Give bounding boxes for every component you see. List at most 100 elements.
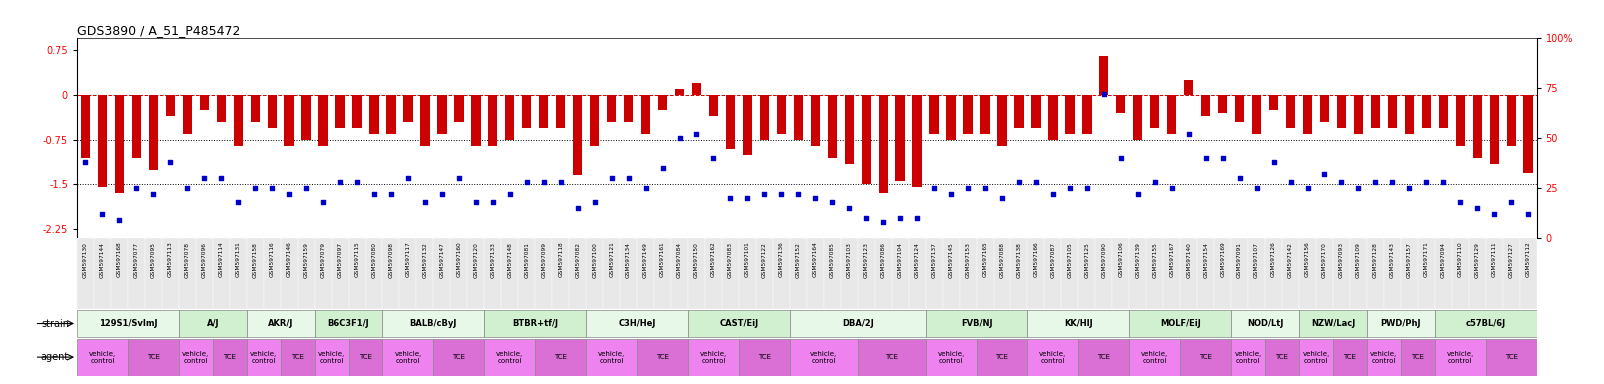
Point [209, 175, 234, 181]
Bar [1354, 95, 1363, 134]
Text: GSM597153: GSM597153 [966, 242, 970, 278]
Point [1193, 155, 1219, 161]
FancyBboxPatch shape [1469, 238, 1485, 309]
Bar [302, 95, 311, 140]
FancyBboxPatch shape [1078, 238, 1096, 309]
Bar [183, 95, 192, 134]
Bar [760, 95, 768, 140]
FancyBboxPatch shape [128, 238, 144, 309]
Point [1482, 211, 1508, 217]
FancyBboxPatch shape [1232, 238, 1248, 309]
Text: GSM597161: GSM597161 [659, 242, 666, 277]
Bar [472, 95, 481, 146]
Bar [828, 95, 837, 157]
Bar [80, 95, 90, 157]
FancyBboxPatch shape [518, 238, 536, 309]
Bar [1014, 95, 1023, 128]
FancyBboxPatch shape [569, 238, 585, 309]
FancyBboxPatch shape [178, 310, 247, 337]
FancyBboxPatch shape [1485, 238, 1503, 309]
FancyBboxPatch shape [926, 339, 977, 376]
FancyBboxPatch shape [621, 238, 637, 309]
FancyBboxPatch shape [943, 238, 959, 309]
Bar [861, 95, 871, 184]
Point [90, 211, 115, 217]
Bar [1387, 95, 1397, 128]
Point [565, 205, 590, 211]
Text: GSM597082: GSM597082 [576, 242, 581, 278]
Bar [250, 95, 260, 122]
Point [1075, 185, 1100, 191]
Text: vehicle,
control: vehicle, control [598, 351, 626, 364]
Text: GSM597106: GSM597106 [1118, 242, 1123, 277]
FancyBboxPatch shape [1282, 238, 1299, 309]
FancyBboxPatch shape [688, 310, 789, 337]
Text: GSM597081: GSM597081 [525, 242, 529, 278]
Text: GSM597088: GSM597088 [999, 242, 1004, 278]
Bar [1049, 95, 1057, 140]
Text: GSM597128: GSM597128 [1373, 242, 1378, 278]
Text: GSM597112: GSM597112 [1525, 242, 1530, 277]
Bar [557, 95, 565, 128]
Point [428, 191, 456, 197]
Text: TCE: TCE [452, 354, 465, 360]
Text: C3H/HeJ: C3H/HeJ [619, 319, 656, 328]
Text: GSM597104: GSM597104 [898, 242, 903, 278]
Point [1227, 175, 1253, 181]
FancyBboxPatch shape [229, 238, 247, 309]
Text: GSM597139: GSM597139 [1136, 242, 1140, 278]
Point [294, 185, 319, 191]
Text: GSM597111: GSM597111 [1492, 242, 1497, 277]
FancyBboxPatch shape [926, 310, 1028, 337]
Text: TCE: TCE [148, 354, 160, 360]
Point [871, 219, 897, 225]
Bar [1065, 95, 1075, 134]
FancyBboxPatch shape [755, 238, 773, 309]
Text: GSM597123: GSM597123 [863, 242, 869, 278]
Bar [1371, 95, 1379, 128]
Bar [488, 95, 497, 146]
Bar [573, 95, 582, 175]
FancyBboxPatch shape [263, 238, 281, 309]
Point [1209, 155, 1235, 161]
FancyBboxPatch shape [739, 339, 789, 376]
Text: GSM597150: GSM597150 [695, 242, 699, 278]
Bar [1269, 95, 1278, 110]
Text: GSM597109: GSM597109 [1355, 242, 1360, 278]
Bar [1439, 95, 1448, 128]
Bar [691, 83, 701, 95]
FancyBboxPatch shape [773, 238, 789, 309]
Point [887, 215, 913, 221]
Point [345, 179, 371, 185]
FancyBboxPatch shape [1044, 238, 1062, 309]
Point [106, 217, 132, 223]
FancyBboxPatch shape [484, 339, 536, 376]
Bar [1201, 95, 1211, 116]
Text: GSM597105: GSM597105 [1067, 242, 1073, 278]
Bar [1132, 95, 1142, 140]
FancyBboxPatch shape [1232, 310, 1299, 337]
FancyBboxPatch shape [1436, 310, 1537, 337]
Bar [353, 95, 363, 128]
Text: GSM597118: GSM597118 [558, 242, 563, 277]
Point [175, 185, 200, 191]
Point [1397, 185, 1423, 191]
Text: GSM597122: GSM597122 [762, 242, 767, 278]
Point [1057, 185, 1083, 191]
FancyBboxPatch shape [688, 238, 706, 309]
Bar [642, 95, 650, 134]
Text: GSM597110: GSM597110 [1458, 242, 1463, 277]
Point [157, 159, 183, 165]
Point [1312, 171, 1338, 177]
FancyBboxPatch shape [706, 238, 722, 309]
Bar [505, 95, 515, 140]
Text: TCE: TCE [359, 354, 372, 360]
Text: TCE: TCE [656, 354, 669, 360]
Bar [165, 95, 175, 116]
Bar [335, 95, 345, 128]
FancyBboxPatch shape [314, 310, 382, 337]
Text: vehicle,
control: vehicle, control [1039, 351, 1067, 364]
FancyBboxPatch shape [366, 238, 382, 309]
FancyBboxPatch shape [1028, 339, 1078, 376]
Text: vehicle,
control: vehicle, control [1370, 351, 1397, 364]
